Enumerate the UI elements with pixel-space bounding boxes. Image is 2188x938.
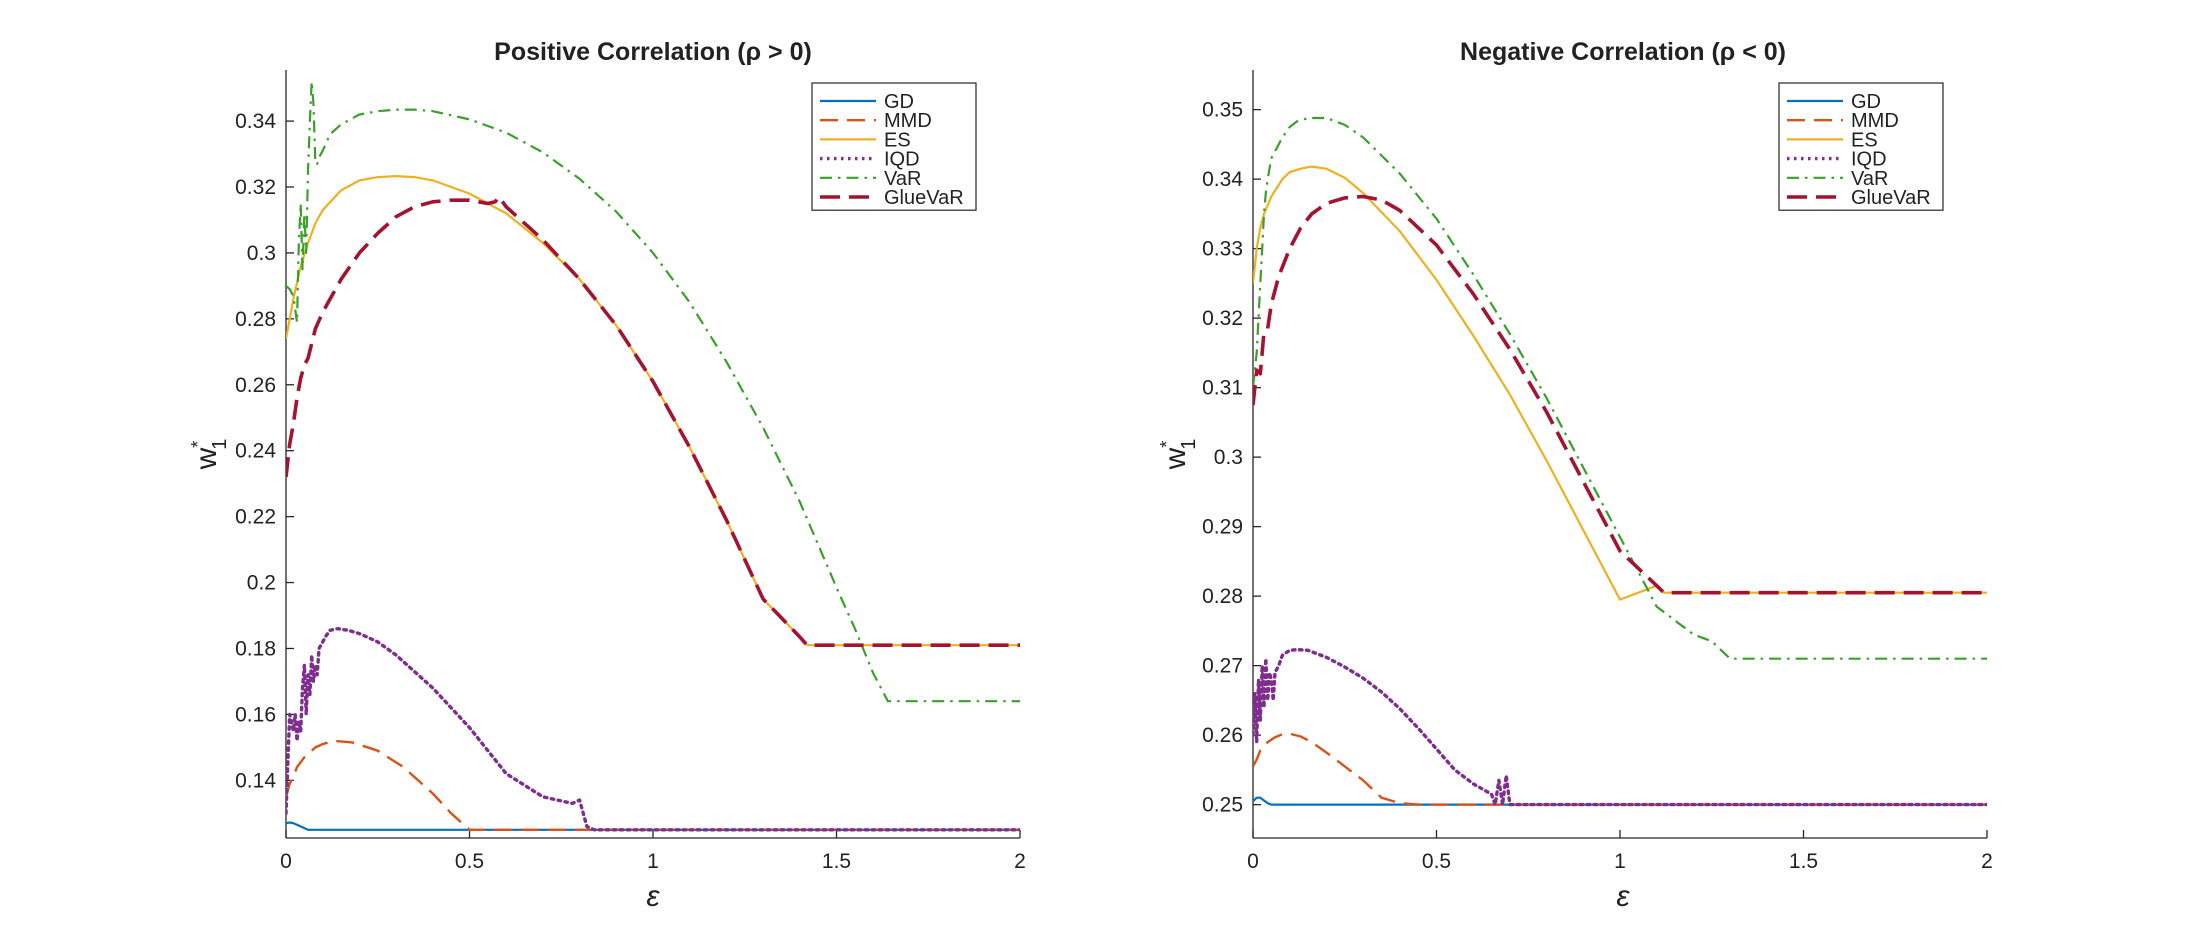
chart-title: Negative Correlation (ρ < 0) [1460, 38, 1786, 66]
y-tick-label: 0.25 [1202, 794, 1243, 817]
x-tick-label: 1 [1614, 850, 1626, 873]
legend-label-var: VaR [884, 168, 921, 190]
y-tick-label: 0.29 [1202, 516, 1243, 539]
y-tick-label: 0.24 [235, 440, 276, 463]
series-line-var [1253, 116, 1987, 660]
panel-positive-correlation: Positive Correlation (ρ > 0) 0 0.5 1 1.5 2 0.… [188, 38, 1026, 913]
y-tick-label: 0.2 [247, 572, 276, 595]
legend-label-iqd: IQD [884, 149, 920, 171]
y-tick-label: 0.32 [1202, 307, 1243, 330]
chart-title: Positive Correlation (ρ > 0) [494, 38, 812, 66]
legend-label-es: ES [884, 129, 911, 151]
series-group [286, 80, 1020, 832]
y-tick-label: 0.18 [235, 637, 276, 660]
y-axis-label: w*1 [1157, 439, 1200, 471]
y-axis-label: w*1 [188, 439, 231, 471]
series-line-iqd [286, 627, 1020, 832]
y-tick-label: 0.22 [235, 506, 276, 529]
legend-label-mmd: MMD [1851, 110, 1899, 132]
x-tick-label: 1.5 [822, 850, 851, 873]
series-line-mmd [286, 739, 1020, 831]
x-tick-label: 0.5 [1422, 850, 1451, 873]
legend-label-es: ES [1851, 129, 1878, 151]
x-tick-label: 0 [280, 850, 292, 873]
y-tick-label: 0.27 [1202, 655, 1243, 678]
x-tick-label: 0.5 [455, 850, 484, 873]
series-line-var [286, 80, 1020, 703]
y-tick-label: 0.26 [1202, 724, 1243, 747]
series-line-gluevar [286, 195, 1020, 648]
y-tick-label: 0.34 [235, 110, 276, 133]
legend-label-iqd: IQD [1851, 149, 1887, 171]
x-tick-label: 1 [647, 850, 659, 873]
legend-label-gd: GD [1851, 91, 1881, 113]
y-tick-label: 0.16 [235, 703, 276, 726]
x-tick-label: 1.5 [1789, 850, 1818, 873]
y-axis-label-sub: 1 [1178, 439, 1200, 450]
y-tick-label: 0.28 [235, 308, 276, 331]
series-line-iqd [1253, 647, 1987, 807]
legend-label-mmd: MMD [884, 110, 932, 132]
legend-label-gd: GD [884, 91, 914, 113]
panel-negative-correlation: Negative Correlation (ρ < 0) 0 0.5 1 1.5 2 0.… [1157, 38, 1993, 913]
y-tick-label: 0.32 [235, 176, 276, 199]
y-tick-label: 0.3 [1214, 446, 1243, 469]
y-axis-label-main: w [1159, 447, 1192, 470]
y-axis-label-sub: 1 [209, 439, 231, 450]
x-axis-label: ε [646, 880, 660, 913]
x-tick-label: 2 [1014, 850, 1026, 873]
y-tick-label: 0.14 [235, 769, 276, 792]
plot-area: 0 0.5 1 1.5 2 0.25 0.26 0.27 0.28 0.29 0.3 0.31 0.32… [1202, 70, 1993, 873]
legend-box [811, 82, 977, 211]
series-line-mmd [1253, 732, 1987, 806]
series-group [1253, 116, 1987, 807]
x-tick-label: 2 [1981, 850, 1993, 873]
legend-label-gluevar: GlueVaR [1851, 187, 1931, 209]
series-line-gluevar [1253, 194, 1987, 595]
y-axis-label-sup: * [1157, 441, 1177, 448]
y-tick-label: 0.33 [1202, 238, 1243, 261]
legend-label-var: VaR [1851, 168, 1888, 190]
y-tick-label: 0.35 [1202, 99, 1243, 122]
y-axis-label-sup: * [188, 441, 208, 448]
x-tick-label: 0 [1247, 850, 1259, 873]
legend-label-gluevar: GlueVaR [884, 187, 964, 209]
y-axis-label-main: w [190, 447, 223, 470]
y-tick-label: 0.34 [1202, 168, 1243, 191]
x-axis-label: ε [1616, 880, 1630, 913]
plot-area: 0 0.5 1 1.5 2 0.14 0.16 0.18 0.2 0.22 0.24 0.26 0.28… [235, 70, 1026, 873]
y-tick-label: 0.26 [235, 374, 276, 397]
y-tick-label: 0.31 [1202, 377, 1243, 400]
y-tick-label: 0.3 [247, 242, 276, 265]
legend-box [1778, 82, 1944, 211]
y-tick-label: 0.28 [1202, 585, 1243, 608]
